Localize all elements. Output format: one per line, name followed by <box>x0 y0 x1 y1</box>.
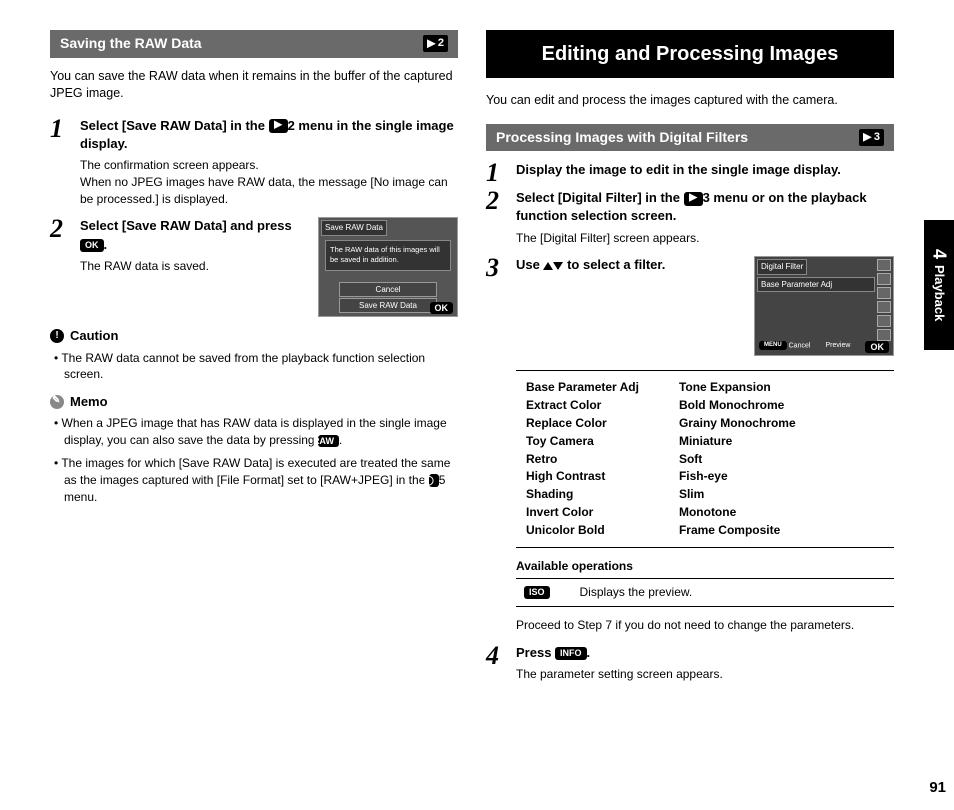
intro-text: You can edit and process the images capt… <box>486 92 894 110</box>
step-1: 1 Display the image to edit in the singl… <box>486 161 894 179</box>
filter-item: High Contrast <box>526 468 639 485</box>
section-bar-digital-filters: Processing Images with Digital Filters 3 <box>486 124 894 152</box>
section-badge: 2 <box>423 35 448 52</box>
up-icon <box>543 262 553 270</box>
step-3: 3 Digital Filter Base Parameter Adj MENU… <box>486 256 894 356</box>
filter-item: Unicolor Bold <box>526 522 639 539</box>
filter-item: Toy Camera <box>526 433 639 450</box>
proceed-text: Proceed to Step 7 if you do not need to … <box>516 617 894 634</box>
step-body: The confirmation screen appears. When no… <box>80 157 458 207</box>
step-2: 2 Save RAW Data The RAW data of this ima… <box>50 217 458 317</box>
step-2: 2 Select [Digital Filter] in the 3 menu … <box>486 189 894 246</box>
filter-item: Fish-eye <box>679 468 796 485</box>
right-column: Editing and Processing Images You can ed… <box>486 30 894 693</box>
filter-table: Base Parameter AdjExtract ColorReplace C… <box>516 370 894 547</box>
section-title: Saving the RAW Data <box>60 34 202 54</box>
filter-item: Tone Expansion <box>679 379 796 396</box>
raw-icon: RAW <box>318 435 339 448</box>
step-number: 1 <box>50 111 63 147</box>
section-badge: 3 <box>859 129 884 146</box>
play-menu-icon <box>269 119 288 133</box>
memo-icon <box>50 395 64 409</box>
memo-item: The images for which [Save RAW Data] is … <box>64 455 458 505</box>
chapter-label: Playback <box>930 265 948 321</box>
step-1: 1 Select [Save RAW Data] in the 2 menu i… <box>50 117 458 208</box>
memo-item: When a JPEG image that has RAW data is d… <box>64 415 458 449</box>
chapter-number: 4 <box>926 249 951 259</box>
filter-item: Base Parameter Adj <box>526 379 639 396</box>
filter-item: Replace Color <box>526 415 639 432</box>
screenshot-save-raw: Save RAW Data The RAW data of this image… <box>318 217 458 317</box>
filter-item: Retro <box>526 451 639 468</box>
step-4: 4 Press INFO. The parameter setting scre… <box>486 644 894 683</box>
filter-item: Invert Color <box>526 504 639 521</box>
section-title: Processing Images with Digital Filters <box>496 128 748 148</box>
left-column: Saving the RAW Data 2 You can save the R… <box>50 30 458 693</box>
caution-block: !Caution The RAW data cannot be saved fr… <box>50 327 458 383</box>
filter-item: Frame Composite <box>679 522 796 539</box>
intro-text: You can save the RAW data when it remain… <box>50 68 458 103</box>
main-heading: Editing and Processing Images <box>486 30 894 78</box>
down-icon <box>553 262 563 270</box>
play-icon <box>863 133 872 142</box>
filter-item: Extract Color <box>526 397 639 414</box>
filter-item: Miniature <box>679 433 796 450</box>
ok-icon: OK <box>80 239 104 252</box>
section-bar-saving-raw: Saving the RAW Data 2 <box>50 30 458 58</box>
memo-block: Memo When a JPEG image that has RAW data… <box>50 393 458 505</box>
filter-item: Grainy Monochrome <box>679 415 796 432</box>
play-icon <box>427 39 436 48</box>
side-tab: 4 Playback <box>924 220 954 350</box>
camera-icon: ◯ <box>429 474 439 487</box>
filter-item: Bold Monochrome <box>679 397 796 414</box>
filter-item: Slim <box>679 486 796 503</box>
step-title: Select [Save RAW Data] in the 2 menu in … <box>80 117 458 153</box>
op-table: ISO Displays the preview. <box>516 578 894 607</box>
filter-item: Shading <box>526 486 639 503</box>
play-menu-icon <box>684 192 703 206</box>
available-ops-label: Available operations <box>516 558 894 575</box>
filter-item: Soft <box>679 451 796 468</box>
screenshot-digital-filter: Digital Filter Base Parameter Adj MENU C… <box>754 256 894 356</box>
page-number: 91 <box>929 777 946 798</box>
filter-item: Monotone <box>679 504 796 521</box>
info-icon: INFO <box>555 647 587 660</box>
step-number: 2 <box>50 211 63 247</box>
iso-icon: ISO <box>524 586 550 599</box>
caution-icon: ! <box>50 329 64 343</box>
filter-col-left: Base Parameter AdjExtract ColorReplace C… <box>526 379 639 538</box>
filter-col-right: Tone ExpansionBold MonochromeGrainy Mono… <box>679 379 796 538</box>
